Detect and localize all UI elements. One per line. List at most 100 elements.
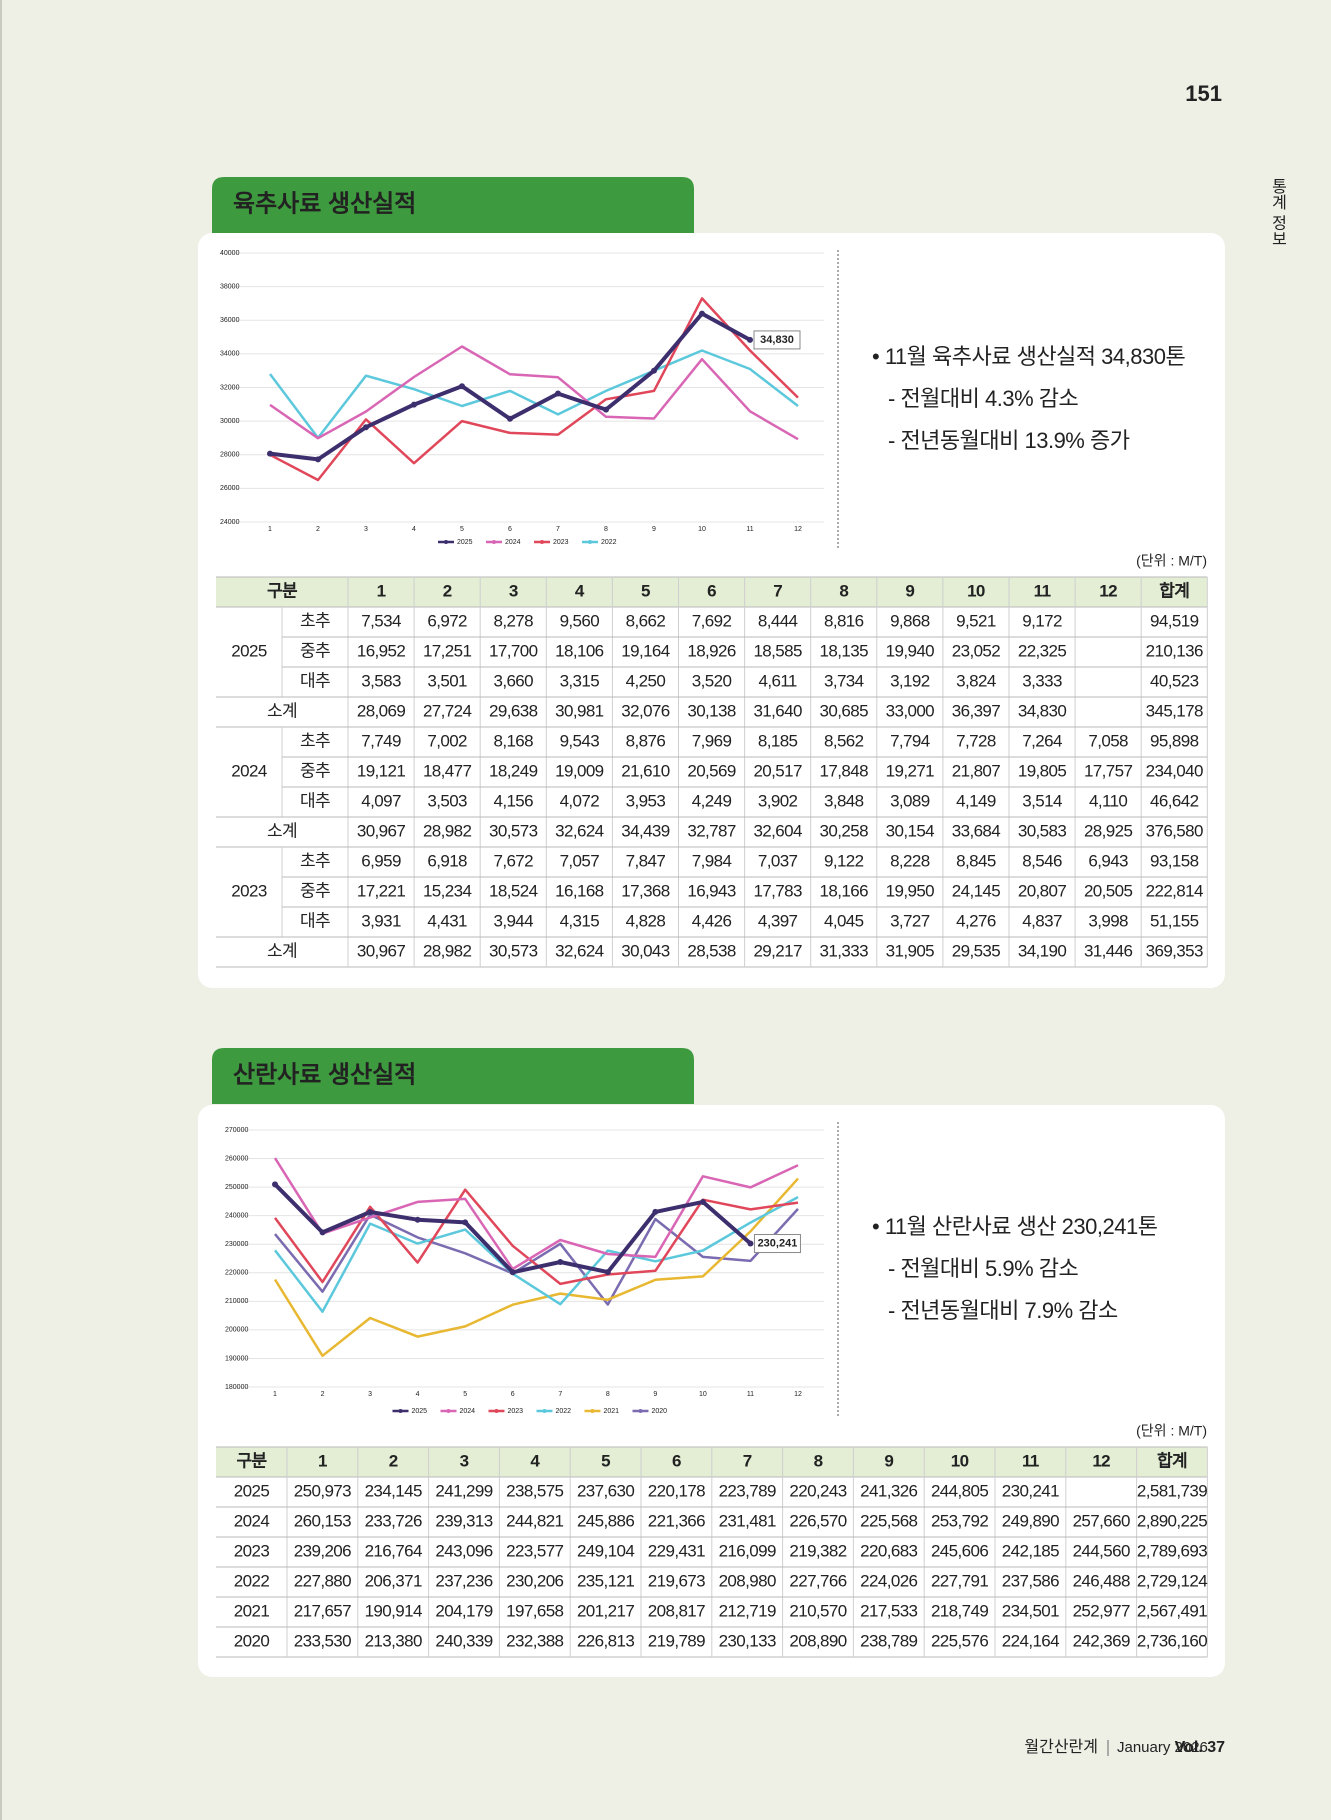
table-cell: 18,106	[555, 641, 604, 660]
table-cell: 3,089	[890, 791, 930, 810]
table-cell: 249,890	[1002, 1511, 1059, 1530]
table-header: 9	[884, 1451, 893, 1470]
table-cell: 32,076	[621, 701, 670, 720]
table-cell: 31,333	[820, 941, 869, 960]
table-row-label: 초추	[300, 611, 330, 630]
table-row-label: 소계	[267, 821, 297, 840]
y-tick-label: 260000	[225, 1155, 248, 1162]
table-cell: 245,886	[577, 1511, 634, 1530]
table-cell: 9,122	[824, 851, 864, 870]
table-cell: 212,719	[719, 1601, 776, 1620]
table-cell: 18,166	[820, 881, 869, 900]
table-cell: 30,043	[621, 941, 670, 960]
table-header: 4	[575, 581, 585, 600]
legend-dot	[444, 540, 448, 544]
table-cell: 237,586	[1002, 1571, 1059, 1590]
table-cell: 2,567,491	[1137, 1601, 1207, 1620]
x-tick-label: 4	[412, 526, 416, 533]
table-cell: 18,926	[687, 641, 736, 660]
table-cell: 7,847	[626, 851, 666, 870]
section-title: 산란사료 생산실적	[233, 1061, 416, 1088]
table-cell: 7,984	[692, 851, 732, 870]
table-cell: 31,446	[1084, 941, 1133, 960]
table-cell: 8,168	[493, 731, 533, 750]
table-cell: 233,726	[365, 1511, 422, 1530]
table-cell: 210,136	[1146, 641, 1203, 660]
table-row-label: 2024	[234, 1511, 270, 1530]
table-cell: 213,380	[365, 1631, 422, 1650]
table-cell: 4,045	[824, 911, 864, 930]
table-row-label: 중추	[300, 641, 330, 660]
table-cell: 7,057	[560, 851, 600, 870]
table-cell: 2,789,693	[1137, 1541, 1207, 1560]
table-cell: 15,234	[423, 881, 472, 900]
table-cell: 7,794	[890, 731, 930, 750]
legend-label: 2022	[601, 539, 617, 546]
table-row-label: 2021	[234, 1601, 270, 1620]
table-row-label: 2023	[234, 1541, 270, 1560]
table-cell: 18,524	[489, 881, 538, 900]
table-row-header: 2024	[231, 761, 267, 780]
y-tick-label: 24000	[220, 519, 240, 526]
table-cell: 227,766	[789, 1571, 846, 1590]
table-cell: 9,172	[1022, 611, 1062, 630]
y-tick-label: 240000	[225, 1213, 248, 1220]
card	[198, 1105, 1225, 1677]
table-cell: 2,729,124	[1137, 1571, 1207, 1590]
table-cell: 3,192	[890, 671, 930, 690]
table-cell: 4,828	[626, 911, 666, 930]
table-cell: 29,535	[952, 941, 1001, 960]
legend-dot	[540, 540, 544, 544]
table-cell: 239,313	[435, 1511, 492, 1530]
note: • 11월 육추사료 생산실적 34,830톤	[872, 344, 1185, 369]
table-header: 6	[707, 581, 716, 600]
table-cell: 206,371	[365, 1571, 422, 1590]
table-cell: 197,658	[506, 1601, 563, 1620]
table-cell: 21,807	[952, 761, 1001, 780]
table-cell: 238,575	[506, 1481, 563, 1500]
table-cell: 230,133	[719, 1631, 776, 1650]
table-cell: 245,606	[931, 1541, 988, 1560]
table-cell: 4,149	[956, 791, 996, 810]
table-cell: 216,099	[719, 1541, 776, 1560]
table-cell: 226,570	[789, 1511, 846, 1530]
table-cell: 32,604	[753, 821, 802, 840]
note: - 전월대비 4.3% 감소	[888, 386, 1079, 411]
table-cell: 8,662	[626, 611, 666, 630]
table-cell: 210,570	[789, 1601, 846, 1620]
table-cell: 7,749	[361, 731, 401, 750]
table-row-label: 2025	[234, 1481, 270, 1500]
x-tick-label: 9	[653, 1391, 657, 1398]
table-header: 합계	[1159, 580, 1189, 600]
table-cell: 7,058	[1088, 731, 1128, 750]
table-cell: 239,206	[294, 1541, 351, 1560]
table-cell: 217,657	[294, 1601, 351, 1620]
data-point	[462, 1219, 469, 1226]
table-cell: 28,069	[357, 701, 406, 720]
table-cell: 4,837	[1022, 911, 1062, 930]
data-point	[267, 450, 273, 457]
table-cell: 8,185	[758, 731, 798, 750]
y-tick-label: 32000	[220, 384, 240, 391]
table-cell: 30,685	[820, 701, 869, 720]
y-tick-label: 40000	[220, 250, 240, 257]
table-cell: 369,353	[1146, 941, 1203, 960]
table-cell: 3,660	[493, 671, 533, 690]
x-tick-label: 11	[747, 1391, 754, 1398]
y-tick-label: 38000	[220, 283, 240, 290]
table-cell: 8,876	[626, 731, 666, 750]
table-cell: 190,914	[365, 1601, 422, 1620]
x-tick-label: 12	[794, 526, 802, 533]
table-cell: 230,206	[506, 1571, 563, 1590]
table-cell: 7,264	[1022, 731, 1062, 750]
table-cell: 30,967	[357, 941, 406, 960]
x-tick-label: 3	[368, 1391, 372, 1398]
legend-label: 2020	[652, 1408, 668, 1415]
note: - 전년동월대비 13.9% 증가	[888, 428, 1130, 453]
x-tick-label: 11	[746, 526, 753, 533]
data-point	[699, 310, 705, 317]
table-cell: 231,481	[719, 1511, 776, 1530]
x-tick-label: 8	[604, 526, 608, 533]
table-cell: 3,727	[890, 911, 930, 930]
legend-dot	[446, 1409, 451, 1413]
